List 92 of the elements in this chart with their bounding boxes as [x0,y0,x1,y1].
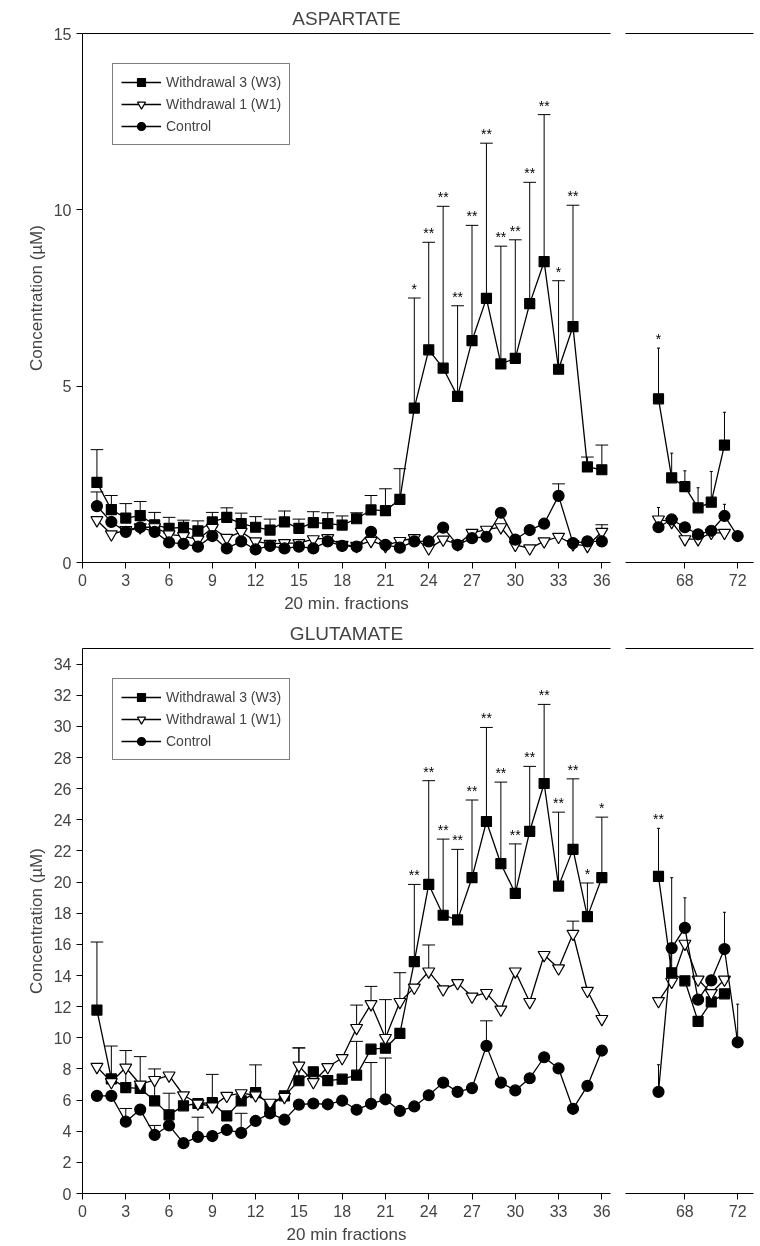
annotation: ** [437,189,450,206]
y-tick-label: 32 [53,687,72,705]
y-tick-label: 28 [53,749,72,767]
annotation: ** [538,687,551,704]
y-tick-label: 15 [53,25,72,43]
y-tick-label: 20 [53,874,72,892]
annotation: ** [567,761,579,778]
x-tick-label: 72 [728,571,747,589]
annotation: ** [423,763,435,780]
y-tick-label: 6 [62,1092,72,1110]
annotation: ** [452,288,464,305]
y-tick-label: 4 [62,1123,72,1141]
x-tick-label: 21 [376,571,395,589]
x-tick-label: 36 [592,571,611,589]
x-tick-label: 3 [121,571,131,589]
x-tick-label: 33 [549,571,568,589]
legend-label: Withdrawal 3 (W3) [166,689,282,705]
x-axis-title: 20 min fractions [286,1224,407,1244]
annotation: ** [653,811,665,828]
annotation: ** [509,826,522,843]
x-tick-label: 72 [728,1202,747,1220]
y-tick-label: 2 [62,1154,72,1172]
x-tick-label: 6 [164,571,174,589]
annotation: ** [408,867,421,884]
annotation: ** [524,749,536,766]
x-tick-label: 27 [463,571,482,589]
chart-title: GLUTAMATE [289,622,404,644]
y-tick-label: 34 [53,656,72,674]
annotation: ** [524,165,536,182]
annotation: ** [480,126,493,143]
annotation: ** [495,765,507,782]
y-tick-label: 30 [53,718,72,736]
x-tick-label: 68 [675,571,694,589]
y-tick-label: 10 [53,1029,72,1047]
annotation: ** [466,208,479,225]
x-tick-label: 30 [506,571,525,589]
legend-label: Withdrawal 1 (W1) [166,96,282,112]
annotation: ** [480,710,493,727]
y-tick-label: 0 [62,1185,72,1203]
x-axis-title: 20 min. fractions [284,593,409,613]
y-axis-title: Concentration (µM) [26,225,46,371]
x-tick-label: 21 [376,1202,395,1220]
y-tick-label: 16 [53,936,72,954]
chart-title: ASPARTATE [292,7,401,29]
y-tick-label: 24 [53,811,72,829]
annotation: ** [437,822,450,839]
x-tick-label: 0 [78,1202,88,1220]
x-tick-label: 24 [419,1202,438,1220]
annotation: * [555,263,562,280]
y-tick-label: 0 [62,554,72,572]
annotation: * [411,281,418,297]
x-tick-label: 15 [289,1202,308,1220]
legend-label: Control [166,733,212,749]
annotation: ** [423,225,435,242]
y-tick-label: 10 [53,201,72,219]
annotation: ** [509,222,522,239]
annotation: ** [452,832,464,849]
y-tick-label: 12 [53,998,72,1016]
annotation: ** [567,188,579,205]
y-tick-label: 26 [53,780,72,798]
y-tick-label: 22 [53,842,72,860]
annotation: * [599,800,606,817]
y-tick-label: 14 [53,967,72,985]
x-tick-label: 68 [675,1202,694,1220]
x-tick-label: 9 [207,1202,217,1220]
legend-label: Withdrawal 3 (W3) [166,74,282,90]
annotation: ** [495,229,507,246]
x-tick-label: 12 [246,1202,265,1220]
y-tick-label: 8 [62,1060,72,1078]
annotation: ** [538,97,551,114]
x-tick-label: 0 [78,571,88,589]
x-tick-label: 18 [333,1202,352,1220]
annotation: * [584,866,591,883]
x-tick-label: 36 [592,1202,611,1220]
x-tick-label: 12 [246,571,265,589]
x-tick-label: 18 [333,571,352,589]
y-tick-label: 18 [53,905,72,923]
legend-label: Control [166,118,212,134]
x-tick-label: 9 [207,571,217,589]
x-tick-label: 33 [549,1202,568,1220]
annotation: * [655,331,662,348]
y-tick-label: 5 [62,378,72,396]
x-tick-label: 15 [289,571,308,589]
x-tick-label: 3 [121,1202,131,1220]
x-tick-label: 24 [419,571,438,589]
annotation: ** [466,783,479,800]
x-tick-label: 27 [463,1202,482,1220]
y-axis-title: Concentration (µM) [26,848,46,994]
annotation: ** [553,795,565,812]
legend-label: Withdrawal 1 (W1) [166,711,282,727]
x-tick-label: 6 [164,1202,174,1220]
x-tick-label: 30 [506,1202,525,1220]
